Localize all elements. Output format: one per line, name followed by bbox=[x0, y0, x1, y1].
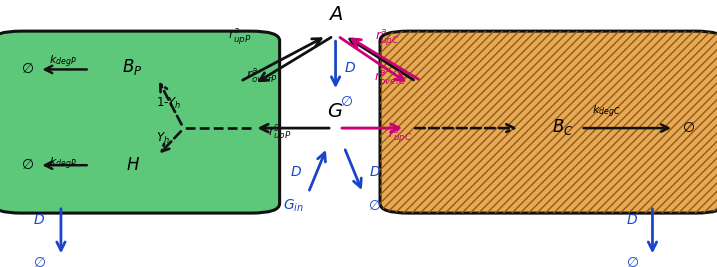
Text: $r^a_{upC}$: $r^a_{upC}$ bbox=[375, 29, 399, 48]
Text: $\varnothing$: $\varnothing$ bbox=[33, 256, 46, 267]
Text: $\mathit{G}$: $\mathit{G}$ bbox=[328, 102, 343, 121]
Text: $\varnothing$: $\varnothing$ bbox=[682, 121, 695, 135]
Text: $D$: $D$ bbox=[290, 165, 302, 179]
Text: $\varnothing$: $\varnothing$ bbox=[626, 256, 639, 267]
Text: $\varnothing$: $\varnothing$ bbox=[21, 158, 34, 172]
Text: $\mathit{B}_C$: $\mathit{B}_C$ bbox=[552, 117, 574, 137]
Text: $\varnothing$: $\varnothing$ bbox=[21, 62, 34, 76]
FancyBboxPatch shape bbox=[0, 31, 280, 213]
Text: $\varnothing$: $\varnothing$ bbox=[369, 199, 381, 213]
Text: $\mathit{B}_P$: $\mathit{B}_P$ bbox=[123, 57, 143, 77]
Text: $r^a_{overP}$: $r^a_{overP}$ bbox=[246, 68, 277, 85]
Text: $k_{degP}$: $k_{degP}$ bbox=[49, 54, 77, 70]
Text: $\mathit{A}$: $\mathit{A}$ bbox=[328, 5, 343, 24]
Text: $\mathit{H}$: $\mathit{H}$ bbox=[125, 156, 140, 174]
Text: $D$: $D$ bbox=[34, 213, 45, 227]
Text: $k_{degP}$: $k_{degP}$ bbox=[49, 156, 77, 172]
Text: $r^g_{upC}$: $r^g_{upC}$ bbox=[388, 124, 412, 144]
FancyBboxPatch shape bbox=[380, 31, 717, 213]
Text: $G_{in}$: $G_{in}$ bbox=[283, 198, 305, 214]
Text: $D$: $D$ bbox=[627, 213, 638, 227]
Text: $1\text{-}Y_h$: $1\text{-}Y_h$ bbox=[156, 95, 181, 111]
Text: $r^g_{upP}$: $r^g_{upP}$ bbox=[268, 122, 291, 143]
Text: $\varnothing$: $\varnothing$ bbox=[340, 95, 353, 109]
Text: $Y_h$: $Y_h$ bbox=[156, 131, 170, 146]
Text: $D$: $D$ bbox=[344, 61, 356, 75]
Text: $r^a_{upP}$: $r^a_{upP}$ bbox=[229, 28, 252, 47]
Text: $r^a_{overC}$: $r^a_{overC}$ bbox=[374, 69, 407, 87]
Text: $k_{degC}$: $k_{degC}$ bbox=[592, 103, 620, 120]
Text: $D$: $D$ bbox=[369, 165, 381, 179]
